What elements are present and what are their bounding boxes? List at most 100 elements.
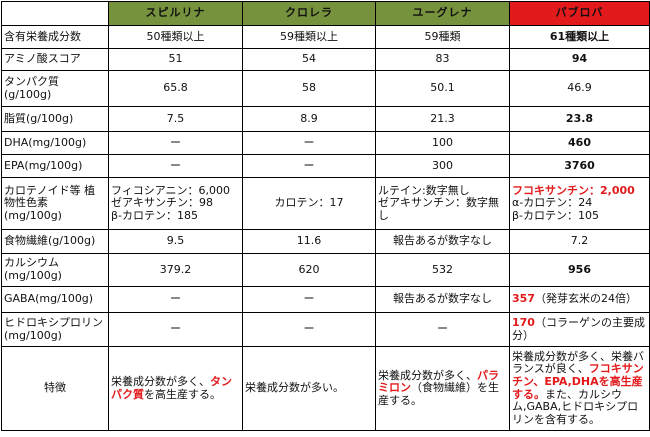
table-cell: 379.2 (108, 253, 243, 287)
pavlova-note: （コラーゲンの主要成分） (512, 315, 645, 342)
feature-text: また、カルシウム,GABA,ヒドロキシプロリンを含有する。 (512, 387, 639, 426)
pavlova-value: 170 (512, 315, 535, 329)
table-row: アミノ酸スコア 51 54 83 94 (1, 48, 650, 71)
table-cell: 100 (375, 131, 510, 155)
table-cell: ー (108, 154, 243, 178)
table-cell: 8.9 (242, 106, 376, 132)
table-cell: 54 (242, 48, 376, 71)
table-cell: 94 (509, 48, 650, 71)
cell-line: ゼアキサンチン：98 (111, 196, 213, 210)
header-euglena: ユーグレナ (375, 1, 510, 26)
table-cell: カロテン：17 (242, 177, 376, 230)
table-cell: 3760 (509, 154, 650, 178)
feature-text: （食物繊維）を生産する。 (378, 381, 499, 407)
table-cell: 61種類以上 (509, 25, 650, 49)
table-row: DHA(mg/100g) ー ー 100 460 (1, 131, 650, 155)
table-cell: ルテイン:数字無し ゼアキサンチン：数字無し (375, 177, 510, 230)
table-cell: 83 (375, 48, 510, 71)
table-cell: 23.8 (509, 106, 650, 132)
feature-highlight: パラミロン (378, 368, 499, 395)
cell-line: フコキサンチン：2,000 (512, 183, 635, 197)
cell-line: β-カロテン：185 (111, 208, 198, 222)
row-label: カロテノイド等 植物性色素 (mg/100g) (1, 177, 109, 230)
feature-pavlova: 栄養成分数が多く、栄養バランスが良く、フコキサンチン、EPA,DHAを高生産する… (509, 346, 650, 431)
table-cell: 報告あるが数字なし (375, 229, 510, 254)
cell-line: β-カロテン：105 (512, 208, 599, 222)
table-cell: フコキサンチン：2,000 α-カロテン：24 β-カロテン：105 (509, 177, 650, 230)
table-cell: ー (375, 312, 510, 347)
table-row: EPA(mg/100g) ー ー 300 3760 (1, 154, 650, 178)
table-cell: 7.2 (509, 229, 650, 254)
table-row: カロテノイド等 植物性色素 (mg/100g) フィコシアニン：6,000 ゼア… (1, 177, 650, 230)
table-cell: ー (242, 154, 376, 178)
table-cell: フィコシアニン：6,000 ゼアキサンチン：98 β-カロテン：185 (108, 177, 243, 230)
row-label: GABA(mg/100g) (1, 286, 109, 313)
table-cell: 46.9 (509, 70, 650, 107)
table-cell: 21.3 (375, 106, 510, 132)
table-cell: ー (242, 131, 376, 155)
cell-line: α-カロテン：24 (512, 196, 593, 210)
row-label: 食物繊維(g/100g) (1, 229, 109, 254)
feature-text: 栄養成分数が多く、 (378, 368, 477, 382)
corner-cell (1, 1, 109, 26)
feature-highlight: タンパク質 (111, 374, 232, 401)
feature-text: 栄養成分数が多く、 (111, 374, 210, 388)
header-chlorella: クロレラ (242, 1, 376, 26)
feature-text: 栄養成分数が多く、栄養バランスが良く、 (512, 349, 644, 376)
table-cell: 620 (242, 253, 376, 287)
table-row: タンパク質 (g/100g) 65.8 58 50.1 46.9 (1, 70, 650, 107)
table-cell: ー (108, 131, 243, 155)
row-label: DHA(mg/100g) (1, 131, 109, 155)
feature-spirulina: 栄養成分数が多く、タンパク質を高生産する。 (108, 346, 243, 431)
pavlova-value: 357 (512, 292, 535, 306)
table-cell: 460 (509, 131, 650, 155)
table-cell: 59種類 (375, 25, 510, 49)
table-cell: 50種類以上 (108, 25, 243, 49)
row-label: 脂質(g/100g) (1, 106, 109, 132)
feature-text: を高生産する。 (144, 387, 221, 401)
cell-line: ルテイン:数字無し (378, 183, 470, 197)
table-cell: 532 (375, 253, 510, 287)
row-label: ヒドロキシプロリン (mg/100g) (1, 312, 109, 347)
header-pavlova: パブロバ (509, 1, 650, 26)
table-cell: 11.6 (242, 229, 376, 254)
table-cell: 9.5 (108, 229, 243, 254)
table-row: 食物繊維(g/100g) 9.5 11.6 報告あるが数字なし 7.2 (1, 229, 650, 254)
row-label: EPA(mg/100g) (1, 154, 109, 178)
feature-euglena: 栄養成分数が多く、パラミロン（食物繊維）を生産する。 (375, 346, 510, 431)
table-cell: 報告あるが数字なし (375, 286, 510, 313)
table-cell: ー (242, 312, 376, 347)
feature-row: 特徴 栄養成分数が多く、タンパク質を高生産する。 栄養成分数が多い。 栄養成分数… (1, 346, 650, 431)
table-row: ヒドロキシプロリン (mg/100g) ー ー ー 170（コラーゲンの主要成分… (1, 312, 650, 347)
table-cell: 357（発芽玄米の24倍） (509, 286, 650, 313)
feature-highlight: フコキサンチン、EPA,DHAを高生産する。 (512, 362, 644, 401)
table-cell: 50.1 (375, 70, 510, 107)
table-cell: 65.8 (108, 70, 243, 107)
table-cell: 51 (108, 48, 243, 71)
row-label: カルシウム (mg/100g) (1, 253, 109, 287)
table-row: GABA(mg/100g) ー ー 報告あるが数字なし 357（発芽玄米の24倍… (1, 286, 650, 313)
table-row: カルシウム (mg/100g) 379.2 620 532 956 (1, 253, 650, 287)
table-cell: 59種類以上 (242, 25, 376, 49)
header-row: スピルリナ クロレラ ユーグレナ パブロバ (1, 1, 650, 26)
table-cell: 956 (509, 253, 650, 287)
pavlova-note: （発芽玄米の24倍） (534, 292, 637, 306)
table-cell: 300 (375, 154, 510, 178)
table-cell: 58 (242, 70, 376, 107)
table-cell: ー (108, 312, 243, 347)
row-label: 含有栄養成分数 (1, 25, 109, 49)
cell-line: カロテン：17 (274, 196, 344, 210)
cell-line: フィコシアニン：6,000 (111, 183, 231, 197)
row-label: タンパク質 (g/100g) (1, 70, 109, 107)
table-row: 含有栄養成分数 50種類以上 59種類以上 59種類 61種類以上 (1, 25, 650, 49)
row-label: アミノ酸スコア (1, 48, 109, 71)
table-cell: ー (108, 286, 243, 313)
table-cell: ー (242, 286, 376, 313)
table-cell: 170（コラーゲンの主要成分） (509, 312, 650, 347)
cell-line: ゼアキサンチン：数字無し (378, 196, 499, 222)
table-cell: 7.5 (108, 106, 243, 132)
row-label: 特徴 (1, 346, 109, 431)
header-spirulina: スピルリナ (108, 1, 243, 26)
feature-chlorella: 栄養成分数が多い。 (242, 346, 376, 431)
